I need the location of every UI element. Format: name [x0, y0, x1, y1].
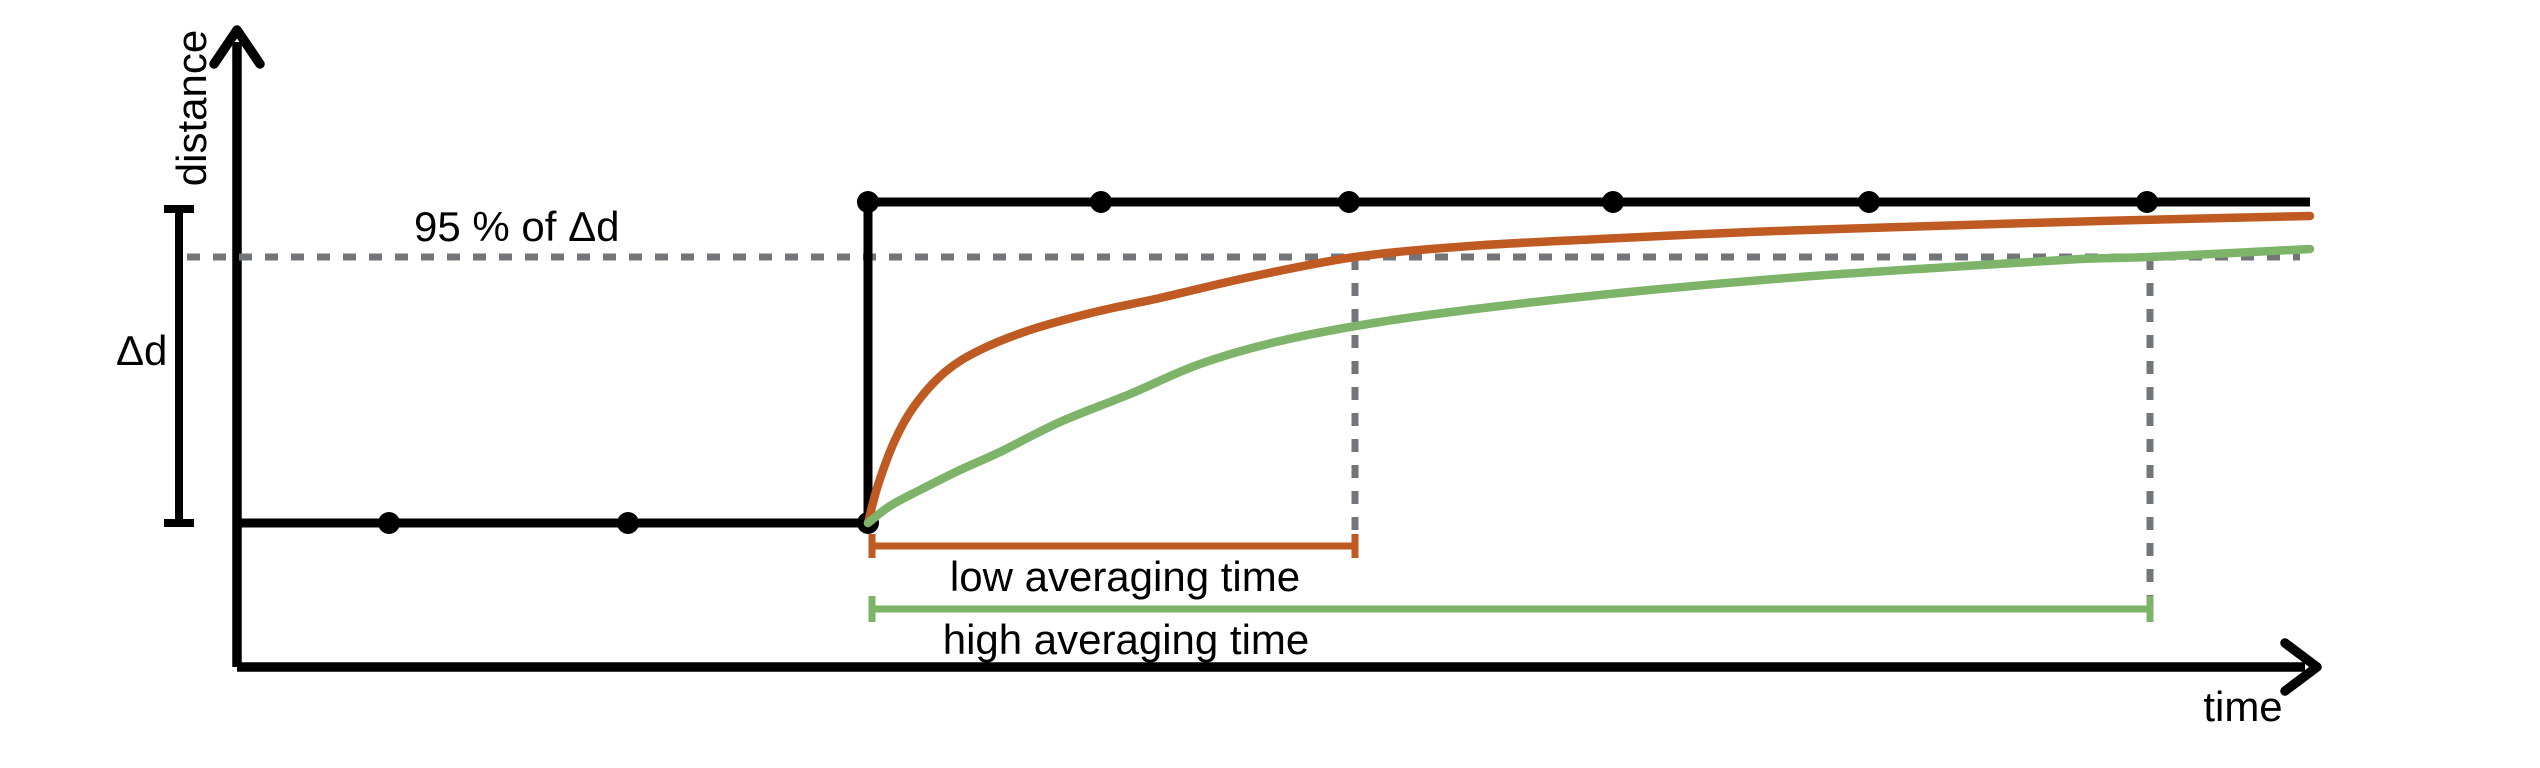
step-point	[1338, 191, 1360, 213]
step-point	[1090, 191, 1112, 213]
step-point	[378, 512, 400, 534]
x-axis-label: time	[2203, 683, 2283, 730]
low-averaging-label: low averaging time	[949, 553, 1301, 600]
low-averaging-time-response-curve	[863, 211, 2315, 528]
x-axis-arrowhead	[2280, 638, 2322, 696]
step-point	[1858, 191, 1880, 213]
step-point	[617, 512, 639, 534]
threshold-label: 95 % of Δd	[414, 203, 620, 250]
step-point	[857, 191, 879, 213]
step-line	[237, 197, 2310, 528]
high-averaging-label: high averaging time	[942, 616, 1310, 663]
delta-d-label: Δd	[116, 327, 168, 374]
step-point	[1602, 191, 1624, 213]
low-averaging-time-bracket	[868, 534, 1359, 558]
delta-d-bracket	[164, 205, 194, 527]
high-averaging-time-response-curve	[863, 244, 2315, 528]
step-point	[2136, 191, 2158, 213]
high-averaging-time-bracket	[868, 596, 2154, 622]
y-axis-label: distance	[168, 29, 215, 187]
y-axis-arrowhead	[209, 25, 265, 69]
